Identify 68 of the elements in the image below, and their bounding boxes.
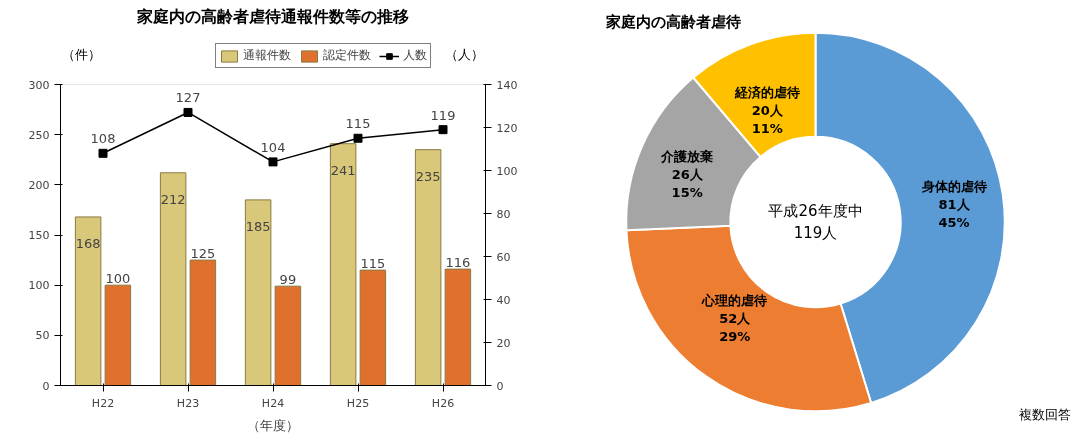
data-label: 185: [245, 218, 271, 234]
point: [353, 133, 363, 143]
x-tick-label: H22: [91, 396, 115, 410]
y2-tick-label: 0: [496, 379, 504, 393]
point: [183, 107, 193, 117]
x-tick-label: H24: [261, 396, 285, 410]
y2-tick-label: 80: [496, 207, 511, 221]
bar: [244, 199, 272, 386]
bar: [274, 285, 302, 386]
chart-title: 家庭内の高齢者虐待通報件数等の推移: [136, 6, 409, 26]
y2-axis-title: （人）: [444, 47, 484, 62]
bar: [189, 259, 217, 386]
y-tick-label: 250: [28, 128, 50, 142]
y-tick-label: 100: [28, 279, 50, 293]
bar: [414, 149, 442, 386]
legend-label: 通報件数: [243, 47, 291, 64]
data-label: 81人 45%: [938, 196, 971, 230]
data-label: 100: [105, 271, 131, 287]
x-tick-label: H23: [176, 396, 200, 410]
text: 複数回答: [1019, 406, 1072, 422]
data-label: 212: [160, 191, 186, 207]
bar: [359, 269, 387, 386]
x-axis-title: （年度）: [247, 417, 299, 433]
data-label: 99: [279, 272, 297, 288]
data-label: 168: [75, 235, 101, 251]
y-tick-label: 300: [28, 78, 50, 92]
bar: [74, 216, 102, 386]
point: [438, 125, 448, 135]
bar: [159, 172, 187, 386]
y-tick-label: 200: [28, 178, 50, 192]
y2-tick-label: 20: [496, 336, 511, 350]
y2-tick-label: 140: [496, 78, 518, 92]
text: 平成26年度中 119人: [768, 202, 863, 242]
data-label: 104: [260, 139, 286, 155]
point: [268, 157, 278, 167]
bar: [444, 268, 472, 386]
legend-label: 認定件数: [323, 47, 371, 64]
data-label: 26人 15%: [671, 166, 704, 200]
data-label: 115: [345, 116, 371, 132]
y2-tick-label: 120: [496, 121, 518, 135]
slice-label: 経済的虐待: [733, 85, 800, 101]
y-axis-title: （件）: [62, 47, 102, 62]
data-label: 115: [360, 256, 386, 272]
data-label: 108: [90, 131, 116, 147]
y2-tick-label: 100: [496, 164, 518, 178]
legend-label: 人数: [403, 47, 427, 64]
data-label: 119: [430, 107, 456, 123]
slice-label: 心理的虐待: [701, 293, 768, 309]
data-label: 116: [445, 255, 471, 271]
data-label: 52人 29%: [719, 311, 752, 345]
y2-tick-label: 40: [496, 293, 511, 307]
data-label: 125: [190, 246, 216, 262]
y2-tick-label: 60: [496, 250, 511, 264]
bar: [104, 284, 132, 386]
y-tick-label: 150: [28, 229, 50, 242]
y-tick-label: 50: [35, 329, 50, 343]
point: [98, 148, 108, 158]
x-tick-label: H26: [431, 396, 455, 410]
data-label: 20人 11%: [751, 103, 784, 137]
slice-label: 身体的虐待: [920, 178, 987, 194]
data-label: 235: [415, 168, 441, 184]
chart-title: 家庭内の高齢者虐待: [605, 12, 742, 31]
x-tick-label: H25: [346, 396, 370, 410]
slice-label: 介護放棄: [660, 148, 714, 164]
bar: [329, 143, 357, 386]
y-tick-label: 0: [42, 379, 50, 393]
data-label: 127: [175, 90, 201, 106]
data-label: 241: [330, 162, 356, 178]
